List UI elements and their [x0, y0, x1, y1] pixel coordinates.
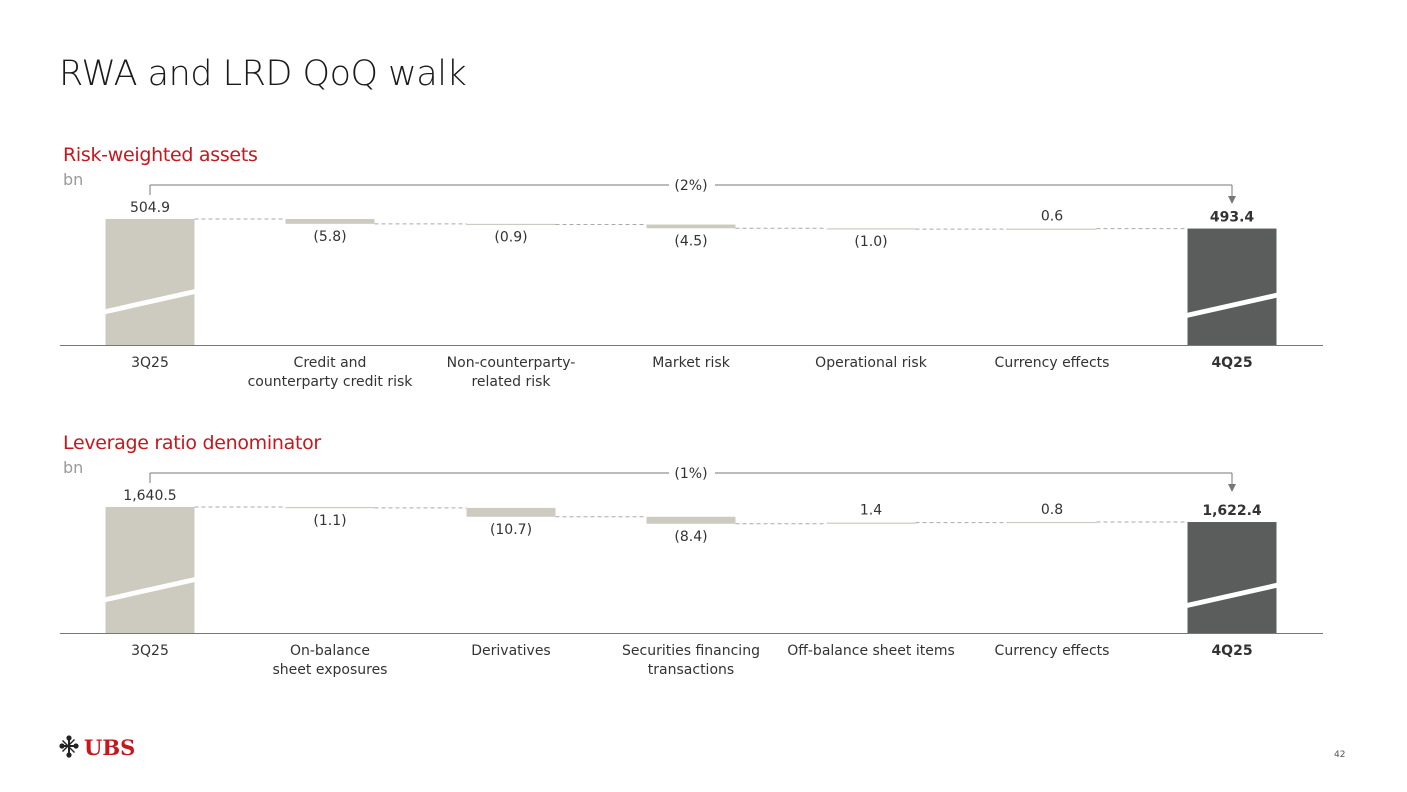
rwa-bar-4 — [826, 228, 916, 230]
ubs-keys-icon — [59, 735, 79, 758]
lrd-bar-4 — [826, 522, 916, 524]
lrd-axis-break-0 — [105, 577, 195, 603]
lrd-category-label-3: Securities financing transactions — [622, 643, 760, 678]
rwa-bar-2 — [466, 223, 556, 226]
rwa-value-label-1: (5.8) — [313, 229, 346, 245]
lrd-value-label-6: 1,622.4 — [1202, 503, 1262, 519]
rwa-category-label-0: 3Q25 — [131, 355, 169, 371]
rwa-bar-1 — [285, 219, 375, 224]
rwa-bar-6 — [1187, 228, 1277, 345]
rwa-overall-change-label: (2%) — [674, 178, 707, 194]
rwa-bar-0 — [105, 219, 195, 345]
lrd-change-bracket — [149, 472, 1236, 492]
lrd-value-label-5: 0.8 — [1041, 502, 1063, 518]
rwa-change-bracket — [149, 184, 1236, 204]
lrd-category-label-2: Derivatives — [471, 643, 550, 659]
lrd-bar-5 — [1007, 521, 1097, 524]
rwa-category-label-4: Operational risk — [815, 355, 928, 371]
rwa-value-label-4: (1.0) — [854, 234, 887, 250]
rwa-category-label-5: Currency effects — [995, 355, 1110, 371]
lrd-axis-break-6 — [1187, 582, 1277, 608]
rwa-value-label-0: 504.9 — [130, 200, 170, 216]
rwa-chart-unit: bn — [63, 170, 84, 189]
lrd-value-label-0: 1,640.5 — [123, 488, 176, 504]
lrd-overall-change-label: (1%) — [674, 466, 707, 482]
lrd-waterfall-chart: 1,640.5 (1.1) (10.7) (8.4) 1.4 0.8 1,622.4 3Q25… — [60, 466, 1323, 678]
rwa-axis-break-0 — [105, 289, 195, 315]
lrd-category-label-6: 4Q25 — [1211, 643, 1252, 659]
lrd-bar-2 — [466, 507, 556, 517]
rwa-value-label-6: 493.4 — [1210, 210, 1255, 226]
lrd-category-label-1: On-balance sheet exposures — [273, 643, 388, 678]
lrd-value-label-2: (10.7) — [490, 522, 532, 538]
page-number: 42 — [1334, 750, 1346, 760]
page-title: RWA and LRD QoQ walk — [59, 54, 467, 94]
rwa-chart-title: Risk-weighted assets — [63, 144, 258, 166]
lrd-category-label-4: Off-balance sheet items — [787, 643, 955, 659]
rwa-bracket-arrow-icon — [1228, 196, 1236, 204]
lrd-category-label-5: Currency effects — [995, 643, 1110, 659]
lrd-value-label-4: 1.4 — [860, 503, 882, 519]
ubs-logo: UBS — [58, 734, 135, 760]
lrd-value-label-3: (8.4) — [674, 529, 707, 545]
rwa-value-label-5: 0.6 — [1041, 209, 1063, 225]
lrd-value-label-1: (1.1) — [313, 513, 346, 529]
rwa-category-label-6: 4Q25 — [1211, 355, 1252, 371]
lrd-bracket-arrow-icon — [1228, 484, 1236, 492]
rwa-value-label-3: (4.5) — [674, 233, 707, 249]
rwa-chart-panel: Risk-weighted assets bn 504.9 (5.8) (0.9) (… — [0, 140, 1407, 400]
brand-name: UBS — [84, 734, 136, 760]
lrd-chart-unit: bn — [63, 458, 84, 477]
rwa-category-label-3: Market risk — [652, 355, 731, 371]
rwa-bar-3 — [646, 224, 736, 229]
rwa-category-label-2: Non-counterparty-related risk — [447, 355, 576, 390]
lrd-bar-6 — [1187, 522, 1277, 633]
rwa-category-label-1: Credit and counterparty credit risk — [248, 355, 414, 390]
lrd-category-label-0: 3Q25 — [131, 643, 169, 659]
lrd-bar-0 — [105, 507, 195, 633]
rwa-axis-break-6 — [1187, 292, 1277, 318]
rwa-bar-5 — [1007, 228, 1097, 230]
rwa-value-label-2: (0.9) — [494, 230, 527, 246]
lrd-bar-1 — [285, 507, 375, 509]
lrd-chart-panel: Leverage ratio denominator bn 1,640.5 (1.… — [0, 428, 1407, 688]
lrd-bar-3 — [646, 516, 736, 524]
lrd-chart-title: Leverage ratio denominator — [63, 432, 321, 454]
rwa-waterfall-chart: 504.9 (5.8) (0.9) (4.5) (1.0) 0.6 493.4 3Q25 Cre… — [60, 178, 1323, 390]
